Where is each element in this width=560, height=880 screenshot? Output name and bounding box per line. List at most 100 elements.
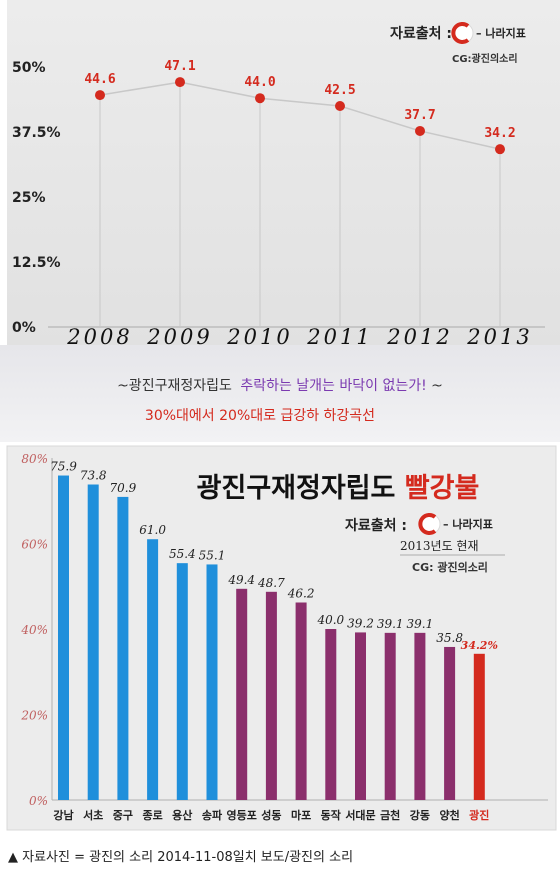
bar-chart-category-label: 금천 bbox=[380, 808, 400, 822]
bar-chart-value-label: 35.8 bbox=[436, 631, 463, 645]
line-chart-source-logo-text: – 나라지표 bbox=[476, 26, 526, 40]
bar-chart-category-label: 송파 bbox=[202, 808, 223, 822]
bar-chart-bar bbox=[117, 496, 129, 800]
bar-chart-category-label: 용산 bbox=[172, 808, 192, 822]
bar-chart-category-label: 중구 bbox=[113, 809, 133, 822]
bar-chart-category-label: 서초 bbox=[83, 808, 103, 822]
line-chart-y-tick-label: 12.5% bbox=[12, 255, 61, 271]
line-chart-value-label: 44.0 bbox=[244, 75, 275, 90]
line-chart-points bbox=[95, 77, 505, 155]
line-chart-point bbox=[495, 144, 505, 155]
bar-chart-category-label: 종로 bbox=[142, 809, 162, 822]
bar-chart-category-label: 양천 bbox=[439, 808, 459, 822]
bar-chart-bar bbox=[236, 588, 248, 800]
line-chart-value-labels: 44.6 47.1 44.0 42.5 37.7 34.2 bbox=[84, 59, 515, 141]
bar-chart-value-label: 61.0 bbox=[139, 523, 166, 537]
bar-chart-source: 자료출처 : – 나라지표 2013년도 현재 CG: 광진의소리 bbox=[345, 513, 505, 574]
bar-chart-value-label: 39.1 bbox=[407, 617, 434, 631]
banner: ~광진구재정자립도 추락하는 날개는 바닥이 없는가! ~ 30%대에서 20%… bbox=[0, 345, 560, 442]
line-chart-y-tick-label: 0% bbox=[12, 320, 36, 336]
line-chart-drop-lines bbox=[99, 82, 501, 327]
bar-chart-value-label: 49.4 bbox=[227, 573, 255, 587]
bar-chart-bar bbox=[295, 602, 307, 800]
banner-line-1-highlight: 추락하는 날개는 바닥이 없는가! bbox=[240, 378, 426, 394]
bar-chart-bar bbox=[87, 484, 99, 800]
bar-chart-bar bbox=[58, 475, 69, 800]
bar-chart-value-label: 48.7 bbox=[257, 576, 285, 590]
bar-chart-value-label: 40.0 bbox=[316, 613, 344, 627]
bar-chart-source-logo-text: – 나라지표 bbox=[443, 517, 493, 531]
line-chart-source-label: 자료출처 : bbox=[390, 25, 452, 42]
bar-chart-value-label: 70.9 bbox=[110, 481, 137, 495]
line-chart-series-line bbox=[99, 81, 501, 150]
narajipyo-logo-icon bbox=[418, 513, 441, 535]
bar-chart-bars bbox=[58, 475, 485, 800]
bar-chart-category-label: 성동 bbox=[261, 808, 281, 822]
bar-chart-source-label: 자료출처 : bbox=[345, 517, 407, 534]
bar-chart-title-highlight: 빨강불 bbox=[405, 473, 480, 504]
bar-chart-value-label: 39.2 bbox=[347, 616, 374, 630]
bar-chart-bar bbox=[473, 653, 485, 800]
line-chart-value-label: 47.1 bbox=[164, 59, 195, 74]
banner-line-1-prefix: ~광진구재정자립도 bbox=[117, 378, 232, 394]
line-chart-source: 자료출처 : – 나라지표 CG:광진의소리 bbox=[390, 22, 526, 65]
bar-chart-bar bbox=[325, 629, 337, 800]
banner-background bbox=[0, 345, 560, 442]
bar-chart-y-axis: 0% 20% 40% 60% 80% bbox=[20, 452, 48, 808]
bar-chart-y-tick-label: 40% bbox=[20, 623, 48, 637]
line-chart-value-label: 34.2 bbox=[484, 126, 515, 141]
bar-chart-date-note: 2013년도 현재 bbox=[400, 539, 479, 553]
banner-line-1-suffix: ~ bbox=[431, 378, 443, 394]
bar-chart-category-label: 마포 bbox=[291, 808, 311, 822]
bar-chart-bar bbox=[384, 632, 396, 800]
line-chart-panel: 0% 12.5% 25% 37.5% 50% 44.6 47.1 44.0 42.5 37.7 3… bbox=[0, 0, 560, 349]
narajipyo-logo-icon bbox=[451, 22, 474, 44]
bar-chart-value-label: 55.1 bbox=[199, 548, 226, 562]
bar-chart-y-tick-label: 0% bbox=[29, 794, 48, 808]
line-chart-point bbox=[175, 77, 185, 88]
bar-chart-bar bbox=[355, 632, 366, 800]
line-chart-value-label: 44.6 bbox=[84, 72, 115, 87]
line-chart-point bbox=[415, 125, 425, 136]
bar-chart-value-label: 46.2 bbox=[287, 586, 315, 600]
bar-chart-value-label: 75.9 bbox=[50, 460, 77, 474]
line-chart-y-tick-label: 37.5% bbox=[12, 125, 61, 141]
bar-chart-x-axis: 강남 서초 중구 종로 용산 송파 영등포 성동 마포 동작 서대문 금천 강동 양천 광진 bbox=[53, 808, 489, 822]
bar-chart-value-labels: 75.973.870.9 61.055.4 55.149.4 48.746.240.0… bbox=[50, 460, 498, 652]
bar-chart-category-label: 강남 bbox=[53, 808, 73, 822]
line-chart-y-axis: 0% 12.5% 25% 37.5% 50% bbox=[12, 60, 61, 336]
bar-chart-category-label: 강동 bbox=[410, 808, 430, 822]
bar-chart-category-label: 광진 bbox=[469, 808, 489, 822]
bar-chart-category-label: 서대문 bbox=[345, 808, 375, 822]
bar-chart-bar bbox=[265, 591, 277, 800]
line-chart-line bbox=[99, 81, 501, 150]
banner-line-2: 30%대에서 20%대로 급강하 하강곡선 bbox=[145, 408, 375, 424]
bar-chart-category-label: 영등포 bbox=[227, 809, 257, 822]
left-margin-strip bbox=[0, 0, 7, 345]
bar-chart-credit: CG: 광진의소리 bbox=[412, 560, 488, 574]
bar-chart-bar bbox=[414, 632, 426, 800]
line-chart-credit: CG:광진의소리 bbox=[452, 52, 518, 65]
bar-chart-y-tick-label: 80% bbox=[21, 452, 48, 466]
line-chart-point bbox=[255, 93, 265, 104]
line-chart-value-label: 42.5 bbox=[324, 83, 355, 98]
bar-chart-title-main: 광진구재정자립도 bbox=[197, 473, 396, 504]
bar-chart-bar bbox=[206, 564, 218, 800]
bar-chart-value-label: 39.1 bbox=[377, 617, 404, 631]
photo-caption: ▲ 자료사진 = 광진의 소리 2014-11-08일치 보도/광진의 소리 bbox=[8, 850, 353, 865]
bar-chart-bar bbox=[176, 563, 188, 800]
bar-chart-category-label: 동작 bbox=[321, 808, 341, 822]
banner-line-1: ~광진구재정자립도 추락하는 날개는 바닥이 없는가! ~ bbox=[117, 378, 443, 394]
bar-chart-value-label: 34.2% bbox=[461, 639, 498, 652]
line-chart-background bbox=[0, 0, 560, 345]
bar-chart-y-tick-label: 60% bbox=[21, 538, 48, 552]
bar-chart-value-label: 73.8 bbox=[80, 469, 107, 483]
bar-chart-bar bbox=[444, 646, 456, 800]
bar-chart-bar bbox=[147, 539, 159, 800]
bar-chart-panel: 0%20%40%60%80% 75.973.870.961.055.4 55.14… bbox=[0, 442, 560, 832]
line-chart-y-tick-label: 50% bbox=[12, 60, 46, 76]
bar-chart-value-label: 55.4 bbox=[169, 547, 196, 561]
line-chart-value-label: 37.7 bbox=[404, 108, 435, 123]
